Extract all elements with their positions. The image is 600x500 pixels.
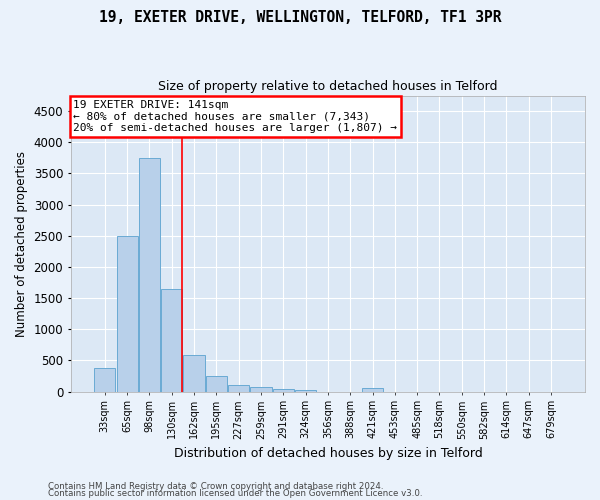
Text: 19, EXETER DRIVE, WELLINGTON, TELFORD, TF1 3PR: 19, EXETER DRIVE, WELLINGTON, TELFORD, T… [99, 10, 501, 25]
Text: Contains HM Land Registry data © Crown copyright and database right 2024.: Contains HM Land Registry data © Crown c… [48, 482, 383, 491]
Bar [161, 290, 182, 392]
Bar [228, 384, 249, 392]
Bar [94, 368, 115, 392]
Y-axis label: Number of detached properties: Number of detached properties [15, 150, 28, 336]
Bar [250, 387, 272, 392]
Bar [139, 158, 160, 392]
Bar [295, 390, 316, 392]
Text: Contains public sector information licensed under the Open Government Licence v3: Contains public sector information licen… [48, 490, 422, 498]
Bar [272, 388, 294, 392]
Title: Size of property relative to detached houses in Telford: Size of property relative to detached ho… [158, 80, 497, 93]
Bar [362, 388, 383, 392]
Bar [206, 376, 227, 392]
Bar [116, 236, 137, 392]
Bar [184, 355, 205, 392]
X-axis label: Distribution of detached houses by size in Telford: Distribution of detached houses by size … [173, 447, 482, 460]
Text: 19 EXETER DRIVE: 141sqm
← 80% of detached houses are smaller (7,343)
20% of semi: 19 EXETER DRIVE: 141sqm ← 80% of detache… [73, 100, 397, 133]
